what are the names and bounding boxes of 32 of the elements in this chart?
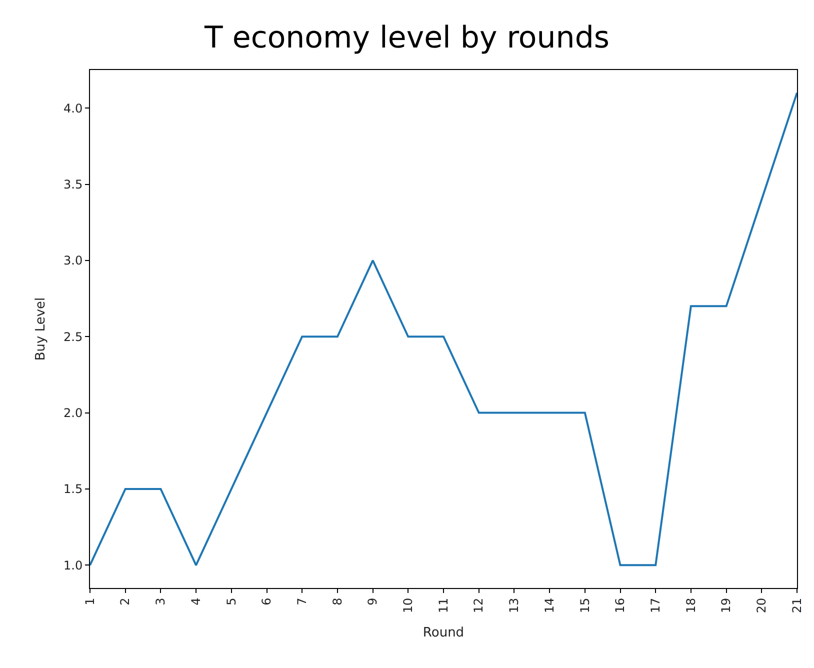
x-tick-label: 4 bbox=[188, 598, 203, 606]
x-tick-label: 6 bbox=[260, 598, 274, 606]
line-series bbox=[90, 92, 797, 566]
chart-title: T economy level by rounds bbox=[204, 20, 610, 56]
y-tick-label: 1.0 bbox=[64, 558, 83, 572]
x-tick-label: 18 bbox=[684, 598, 698, 614]
x-tick-label: 17 bbox=[648, 598, 662, 614]
x-tick-label: 16 bbox=[613, 598, 628, 614]
x-tick-label: 1 bbox=[82, 598, 97, 606]
x-axis-title: Round bbox=[422, 626, 464, 641]
y-tick-label: 3.5 bbox=[64, 177, 83, 192]
y-tick-label: 2.0 bbox=[64, 406, 83, 420]
y-tick-label: 3.0 bbox=[64, 254, 83, 268]
x-tick-label: 14 bbox=[542, 598, 556, 614]
x-tick-label: 19 bbox=[719, 598, 734, 614]
y-tick-label: 4.0 bbox=[64, 101, 83, 116]
x-tick-label: 21 bbox=[790, 598, 804, 614]
y-tick-label: 1.5 bbox=[64, 482, 83, 496]
x-tick-label: 12 bbox=[472, 598, 486, 614]
x-tick-label: 13 bbox=[507, 598, 522, 614]
x-tick-label: 9 bbox=[366, 598, 380, 606]
x-tick-label: 11 bbox=[436, 598, 450, 614]
y-tick-label: 2.5 bbox=[64, 330, 83, 344]
x-tick-label: 8 bbox=[330, 598, 344, 606]
x-tick-label: 20 bbox=[754, 598, 769, 614]
y-axis-title: Buy Level bbox=[33, 297, 48, 361]
x-tick-label: 7 bbox=[295, 598, 309, 606]
x-tick-label: 3 bbox=[154, 598, 168, 606]
x-tick-label: 2 bbox=[118, 598, 132, 606]
x-tick-label: 10 bbox=[401, 598, 416, 614]
x-tick-label: 15 bbox=[578, 598, 592, 614]
x-tick-label: 5 bbox=[224, 598, 238, 606]
